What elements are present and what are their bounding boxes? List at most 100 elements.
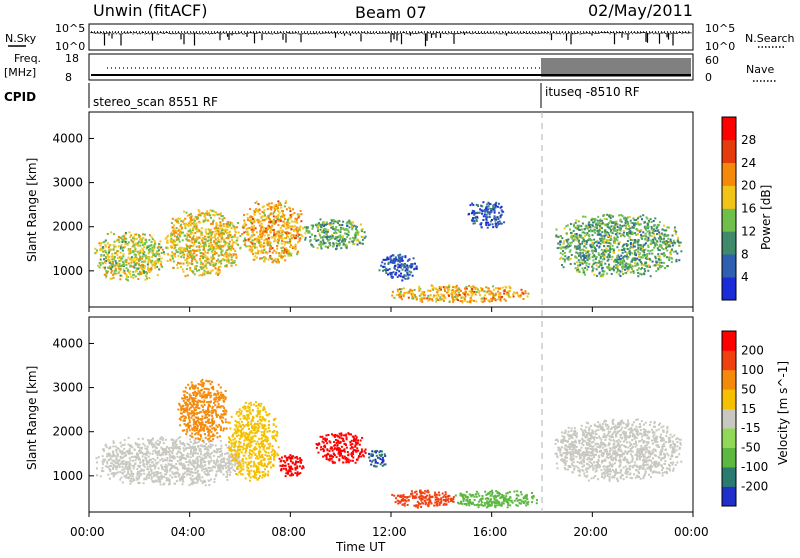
echo-cell [634, 223, 636, 225]
echo-cell [269, 214, 271, 216]
echo-cell [184, 445, 186, 447]
echo-cell [126, 451, 128, 453]
echo-cell [353, 225, 355, 227]
echo-cell [177, 244, 179, 246]
echo-cell [173, 224, 175, 226]
echo-cell [102, 262, 104, 264]
echo-cell [320, 218, 322, 220]
echo-cell [283, 216, 285, 218]
echo-cell [430, 294, 432, 296]
echo-cell [262, 211, 264, 213]
echo-cell [406, 269, 408, 271]
echo-cell [629, 251, 631, 253]
echo-cell [451, 294, 453, 296]
echo-cell [481, 213, 483, 215]
echo-cell [602, 238, 604, 240]
echo-cell [109, 468, 111, 470]
echo-cell [649, 250, 651, 252]
echo-cell [205, 220, 207, 222]
echo-cell [174, 256, 176, 258]
echo-cell [612, 245, 614, 247]
echo-cell [220, 223, 222, 225]
echo-cell [190, 233, 192, 235]
echo-cell [649, 232, 651, 234]
echo-cell [673, 240, 675, 242]
echo-cell [340, 247, 342, 249]
echo-cell [491, 211, 493, 213]
echo-cell [379, 269, 381, 271]
echo-cell [575, 222, 577, 224]
echo-cell [613, 261, 615, 263]
echo-cell [485, 218, 487, 220]
echo-cell [270, 221, 272, 223]
echo-cell [189, 223, 191, 225]
echo-cell [289, 242, 291, 244]
echo-cell [634, 259, 636, 261]
echo-cell [200, 263, 202, 265]
echo-cell [465, 296, 467, 298]
echo-cell [163, 448, 165, 450]
echo-cell [192, 455, 194, 457]
echo-cell [227, 226, 229, 228]
echo-cell [250, 237, 252, 239]
echo-cell [564, 255, 566, 257]
echo-cell [204, 448, 206, 450]
echo-cell [634, 241, 636, 243]
echo-cell [267, 227, 269, 229]
echo-cell [652, 230, 654, 232]
echo-cell [220, 464, 222, 466]
echo-cell [239, 235, 241, 237]
echo-cell [385, 259, 387, 261]
echo-cell [132, 277, 134, 279]
echo-cell [203, 267, 205, 269]
echo-cell [580, 225, 582, 227]
echo-cell [127, 470, 129, 472]
echo-cell [202, 466, 204, 468]
echo-cell [159, 459, 161, 461]
echo-cell [471, 295, 473, 297]
echo-cell [151, 241, 153, 243]
echo-cell [589, 256, 591, 258]
echo-cell [285, 232, 287, 234]
echo-cell [337, 222, 339, 224]
echo-cell [327, 247, 329, 249]
echo-cell [220, 235, 222, 237]
echo-cell [480, 224, 482, 226]
echo-cell [215, 474, 217, 476]
echo-cell [263, 219, 265, 221]
echo-cell [386, 257, 388, 259]
echo-cell [202, 482, 204, 484]
echo-cell [478, 212, 480, 214]
echo-cell [259, 213, 261, 215]
echo-cell [142, 244, 144, 246]
echo-cell [153, 472, 155, 474]
echo-cell [606, 266, 608, 268]
echo-cell [177, 230, 179, 232]
echo-cell [96, 474, 98, 476]
echo-cell [131, 452, 133, 454]
echo-cell [278, 203, 280, 205]
echo-cell [228, 260, 230, 262]
echo-cell [289, 226, 291, 228]
echo-cell [387, 274, 389, 276]
echo-cell [404, 266, 406, 268]
echo-cell [189, 267, 191, 269]
echo-cell [644, 262, 646, 264]
echo-cell [222, 458, 224, 460]
echo-cell [476, 219, 478, 221]
echo-cell [365, 236, 367, 238]
echo-cell [288, 250, 290, 252]
echo-cell [281, 210, 283, 212]
nsky-tick-top: 10^5 [55, 22, 85, 35]
echo-cell [110, 231, 112, 233]
echo-cell [443, 286, 445, 288]
echo-cell [283, 241, 285, 243]
echo-cell [638, 256, 640, 258]
echo-cell [648, 221, 650, 223]
echo-cell [160, 472, 162, 474]
echo-cell [180, 442, 182, 444]
echo-cell [197, 453, 199, 455]
echo-cell [665, 243, 667, 245]
echo-cell [298, 214, 300, 216]
echo-cell [610, 231, 612, 233]
